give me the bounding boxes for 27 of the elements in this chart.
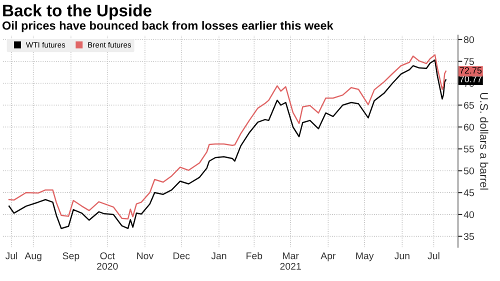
chart-subtitle: Oil prices have bounced back from losses earlier this week bbox=[2, 21, 334, 32]
x-tick-label: Jul bbox=[428, 252, 440, 260]
data-label: 72.75 bbox=[460, 67, 482, 74]
x-tick-label: Jan bbox=[211, 252, 226, 260]
chart-title: Back to the Upside bbox=[3, 4, 152, 20]
y-axis-title: U.S. dollars a barrel bbox=[480, 92, 488, 190]
y-tick-label: 40 bbox=[464, 211, 474, 218]
x-tick-label: Aug bbox=[24, 252, 42, 262]
y-tick-label: 55 bbox=[464, 146, 474, 152]
x-tick-label: Jun bbox=[394, 252, 410, 260]
y-tick-label: 65 bbox=[464, 102, 474, 109]
y-tick-label: 60 bbox=[464, 124, 474, 131]
x-tick-label: Oct 2020 bbox=[97, 252, 118, 270]
x-tick-label: Mar 2021 bbox=[280, 252, 301, 270]
x-tick-label: Apr bbox=[320, 252, 336, 262]
y-tick-label: 35 bbox=[464, 233, 474, 240]
y-tick-label: 75 bbox=[464, 58, 474, 65]
x-tick-label: Nov bbox=[137, 252, 154, 260]
x-tick-label: Dec bbox=[174, 252, 190, 260]
y-tick-label: 50 bbox=[464, 167, 474, 174]
x-tick-label: Sep bbox=[62, 252, 80, 262]
x-tick-label: Jul bbox=[5, 252, 18, 260]
data-label: 70.77 bbox=[460, 76, 482, 82]
x-tick-label: Feb bbox=[246, 252, 262, 260]
x-tick-label: May bbox=[356, 252, 374, 262]
y-tick-label: 45 bbox=[464, 189, 474, 196]
y-tick-label: 80 bbox=[464, 36, 474, 44]
